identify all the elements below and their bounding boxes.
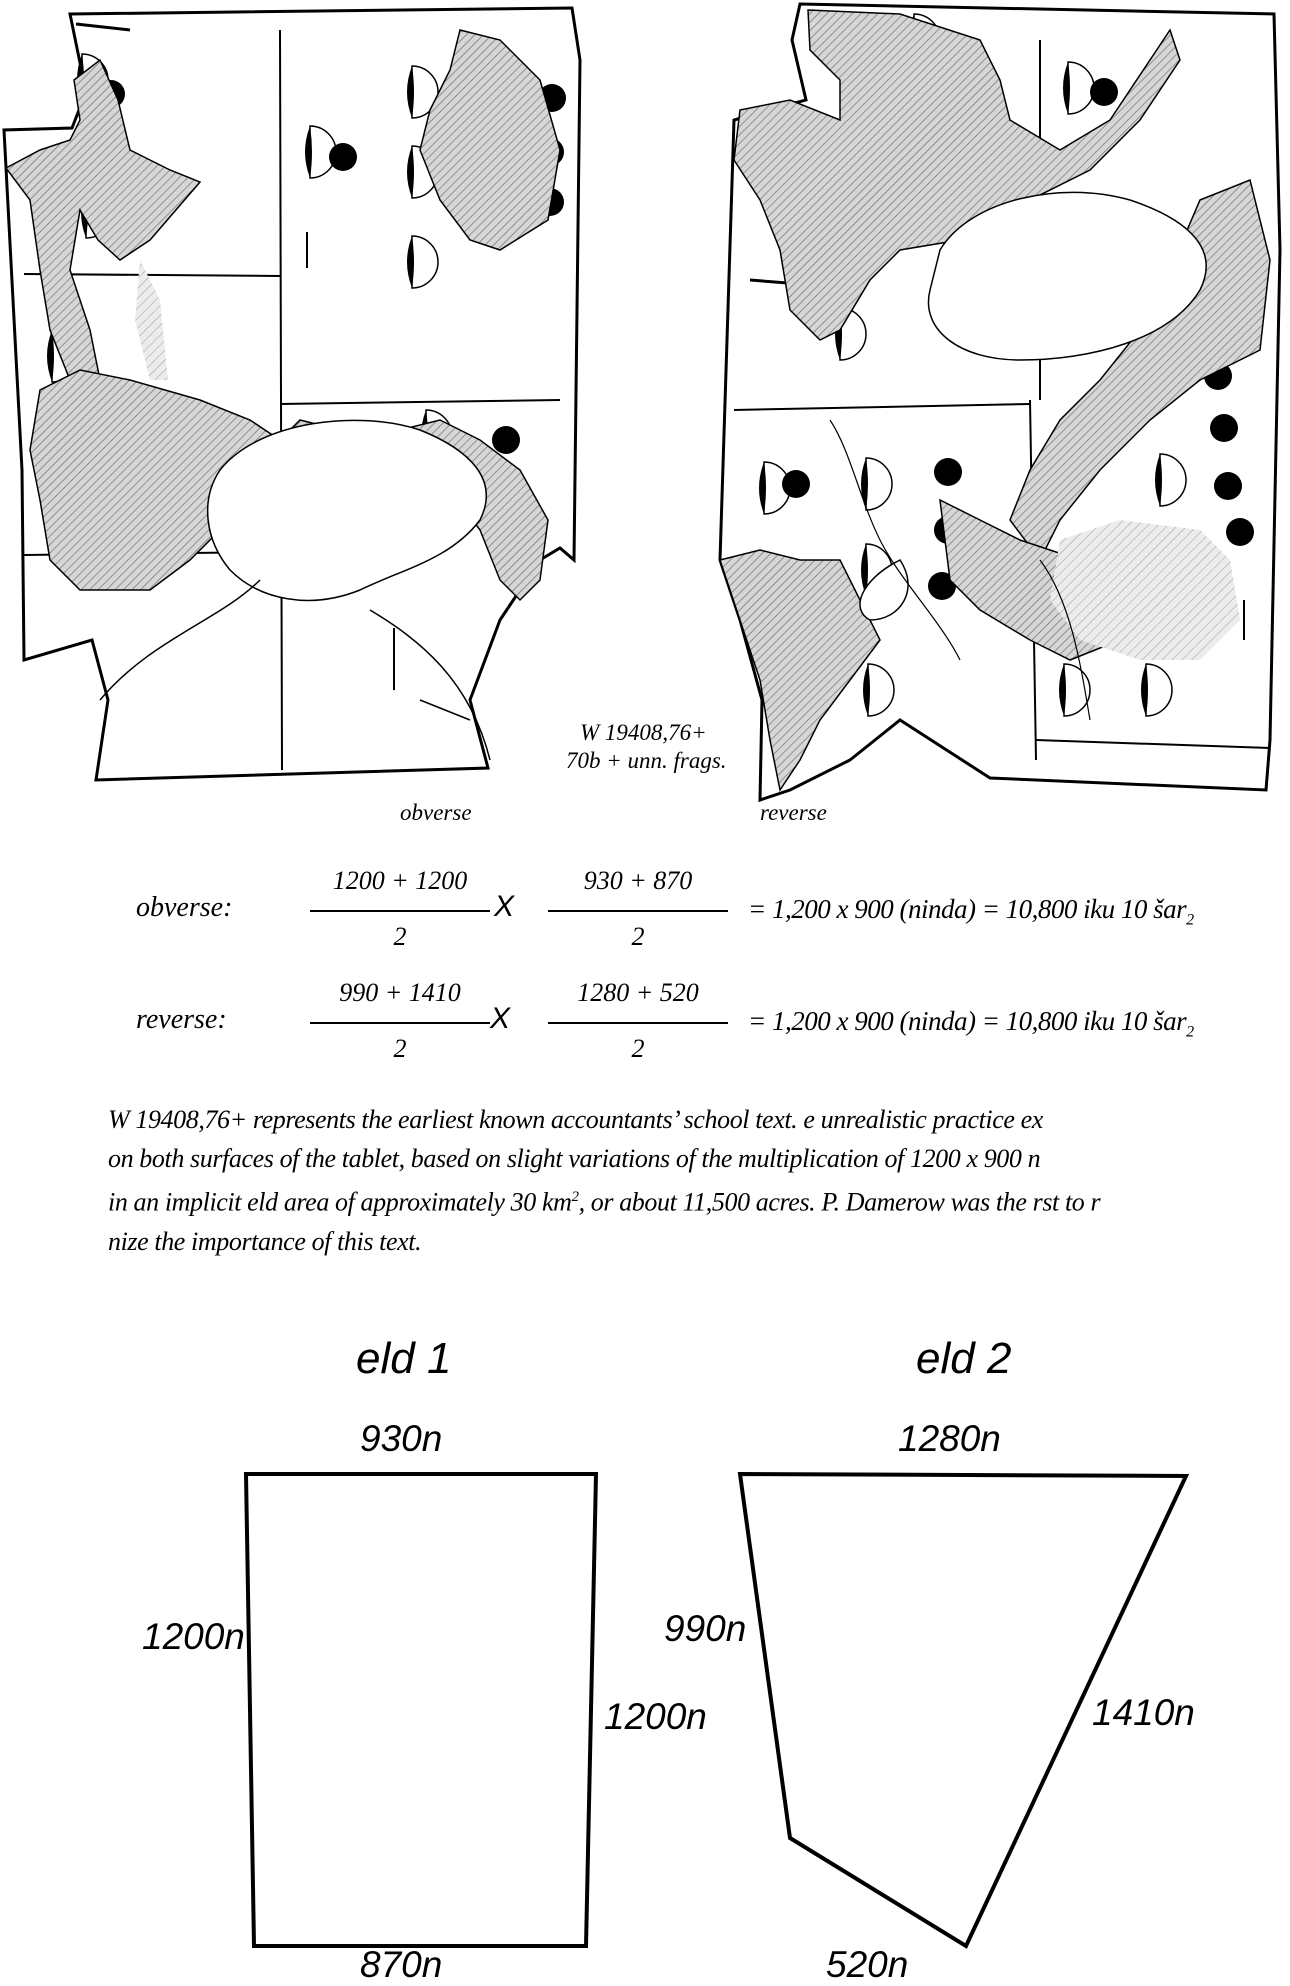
fraction-numerator: 930 + 870 (583, 866, 693, 895)
field-1-title: eld 1 (356, 1334, 452, 1383)
field-1-top-length: 930n (360, 1418, 443, 1459)
equation-obverse-label: obverse: (136, 892, 233, 923)
fraction-numerator: 1280 + 520 (577, 978, 699, 1007)
paragraph-line: W 19408,76+ represents the earliest know… (108, 1105, 1043, 1134)
equation-obverse-result: = 1,200 x 900 (ninda) = 10,800 iku 10 ša… (748, 894, 1194, 929)
fraction-bar (310, 910, 490, 912)
paragraph-line: nize the importance of this text. (108, 1226, 422, 1256)
result-text: = 1,200 x 900 (ninda) = 10,800 iku (748, 894, 1115, 924)
equation-reverse-fraction-2: 1280 + 520 2 (548, 978, 728, 1064)
obverse-tablet (2, 6, 582, 782)
equation-obverse-fraction-2: 930 + 870 2 (548, 866, 728, 952)
obverse-caption: obverse (400, 800, 472, 825)
field-2-bottom-length: 520n (826, 1944, 909, 1985)
field-2-title: eld 2 (916, 1334, 1012, 1383)
field-2-top-length: 1280n (898, 1418, 1001, 1459)
equation-reverse-result: = 1,200 x 900 (ninda) = 10,800 iku 10 ša… (748, 1006, 1194, 1041)
fraction-denominator: 2 (631, 1034, 645, 1063)
field-1-right-length: 1200n (604, 1696, 707, 1737)
equation-obverse-fraction-1: 1200 + 1200 2 (310, 866, 490, 952)
description-paragraph: W 19408,76+ represents the earliest know… (108, 1100, 1290, 1261)
result-subscript: 2 (1186, 1023, 1194, 1041)
field-1-left-length: 1200n (142, 1616, 245, 1657)
fraction-denominator: 2 (393, 922, 407, 951)
equation-reverse-fraction-1: 990 + 1410 2 (310, 978, 490, 1064)
result-suffix: 10 šar (1120, 1006, 1187, 1036)
field-2-left-length: 990n (664, 1608, 747, 1649)
fraction-bar (548, 1022, 728, 1024)
result-text: = 1,200 x 900 (ninda) = 10,800 iku (748, 1006, 1115, 1036)
result-subscript: 2 (1186, 911, 1194, 929)
field-2-right-length: 1410n (1092, 1692, 1195, 1733)
multiply-sign: X (490, 1002, 511, 1035)
fraction-bar (310, 1022, 490, 1024)
paragraph-line: in an implicit eld area of approximately… (108, 1187, 1101, 1217)
result-suffix: 10 šar (1120, 894, 1187, 924)
fraction-numerator: 1200 + 1200 (332, 866, 468, 895)
reverse-caption: reverse (760, 800, 827, 825)
equation-reverse-label: reverse: (136, 1004, 227, 1035)
field-1-shape (243, 1472, 599, 1948)
tablet-id-line2: 70b + unn. frags. (566, 748, 727, 773)
fraction-denominator: 2 (631, 922, 645, 951)
field-1-bottom-length: 870n (360, 1944, 443, 1985)
field-2-shape (737, 1471, 1190, 1949)
fraction-numerator: 990 + 1410 (339, 978, 461, 1007)
fraction-denominator: 2 (393, 1034, 407, 1063)
reverse-tablet (718, 2, 1282, 803)
fraction-bar (548, 910, 728, 912)
tablet-id-line1: W 19408,76+ (580, 720, 707, 745)
paragraph-line: on both surfaces of the tablet, based on… (108, 1144, 1041, 1173)
multiply-sign: X (494, 890, 515, 923)
